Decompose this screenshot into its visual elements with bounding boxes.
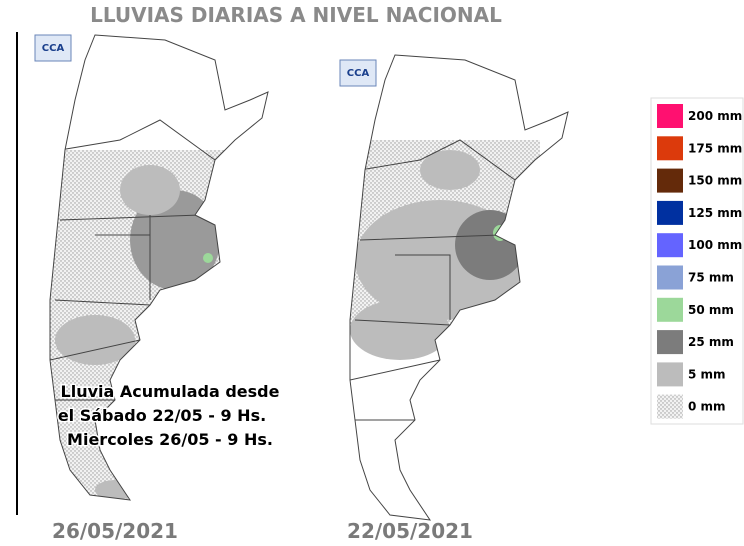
legend-label: 5 mm	[688, 367, 726, 381]
legend-swatch	[657, 362, 683, 387]
annotation: el Sábado 22/05 - 9 Hs.	[58, 406, 266, 425]
map-date: 26/05/2021	[52, 519, 178, 543]
logo: CCA	[42, 43, 65, 54]
legend-swatch	[657, 200, 683, 225]
annotation: Lluvia Acumulada desde	[61, 382, 280, 401]
legend-swatch	[657, 330, 683, 355]
title: LLUVIAS DIARIAS A NIVEL NACIONAL	[90, 3, 502, 27]
legend-label: 150 mm	[688, 174, 742, 188]
legend-swatch	[657, 233, 683, 258]
legend-label: 100 mm	[688, 238, 742, 252]
legend-swatch	[657, 265, 683, 290]
map-right	[349, 54, 569, 521]
legend-swatch	[657, 297, 683, 322]
legend-swatch	[657, 394, 683, 419]
legend-swatch	[657, 136, 683, 161]
logo-box	[34, 34, 72, 62]
legend-label: 125 mm	[688, 206, 742, 220]
legend-label: 50 mm	[688, 303, 734, 317]
legend-label: 200 mm	[688, 109, 742, 123]
legend: 200 mm 175 mm 150 mm 125 mm 100 mm 75 mm 50 mm…	[650, 97, 744, 425]
logo-box	[339, 59, 377, 87]
map-date: 22/05/2021	[347, 519, 473, 543]
legend-label: 175 mm	[688, 141, 742, 155]
annotation: Miercoles 26/05 - 9 Hs.	[67, 430, 273, 449]
legend-swatch	[657, 168, 683, 193]
legend-label: 25 mm	[688, 335, 734, 349]
legend-label: 0 mm	[688, 400, 726, 414]
legend-swatch	[657, 104, 683, 128]
legend-label: 75 mm	[688, 271, 734, 285]
logo: CCA	[347, 68, 370, 79]
